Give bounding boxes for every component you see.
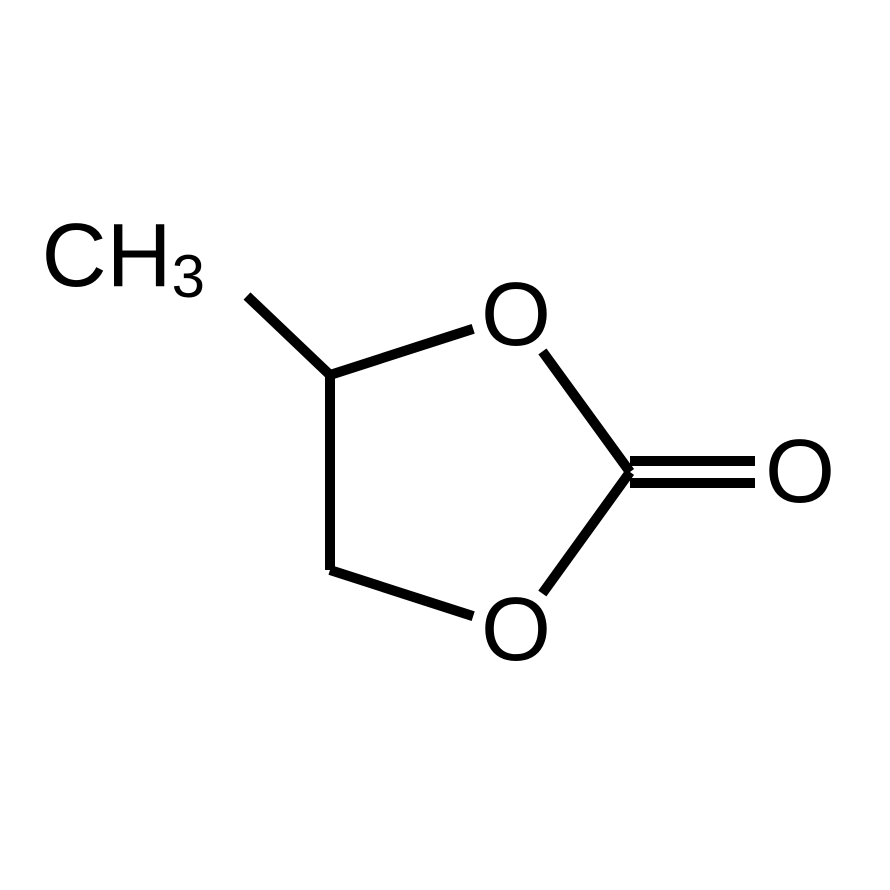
atom-label-O_bot: O bbox=[481, 580, 551, 680]
bond-line bbox=[542, 351, 630, 472]
atom-label-C_methyl: CH3 bbox=[42, 206, 205, 309]
atom-label-O_top: O bbox=[481, 265, 551, 365]
atom-label-O_dbl: O bbox=[765, 422, 835, 522]
bond-line bbox=[542, 472, 630, 594]
molecule-diagram: CH3 O O O bbox=[0, 0, 890, 890]
bond-line bbox=[330, 329, 473, 375]
bond-line bbox=[330, 570, 473, 616]
bond-line bbox=[247, 296, 330, 375]
